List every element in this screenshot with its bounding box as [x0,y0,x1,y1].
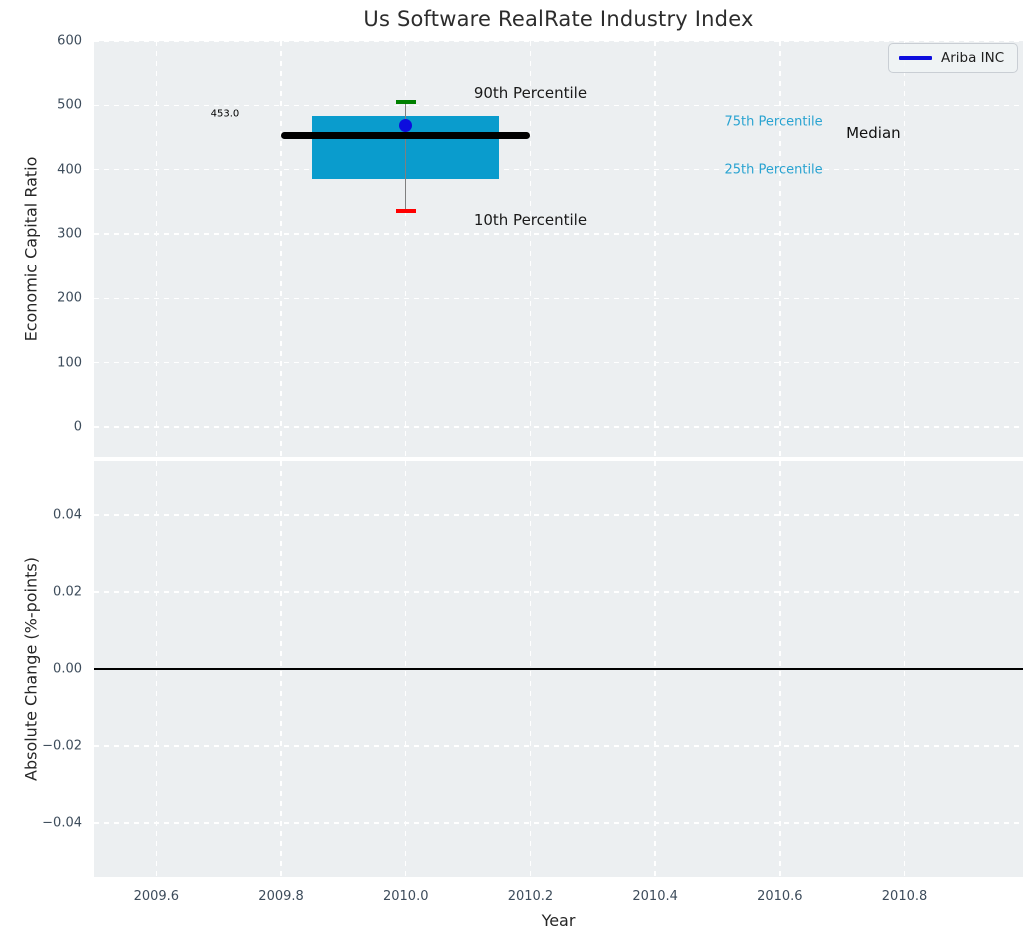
x-tick-label: 2010.2 [507,889,554,904]
y-gridline [94,233,1023,235]
whisker-cap-90th [395,100,416,104]
top-axes: 453.0 90th Percentile 10th Percentile 75th … [94,41,1023,457]
median-line [281,131,531,140]
legend-label: Ariba INC [941,50,1005,66]
y-tick-label: 0.04 [53,507,82,523]
legend: Ariba INC [888,43,1018,73]
x-tick-label: 2010.6 [757,889,803,904]
y-gridline [94,297,1023,300]
x-gridline [654,41,656,457]
annotation-453-0: 453.0 [210,108,240,120]
y-tick-label: 0.02 [53,584,82,600]
x-gridline [155,41,158,457]
y-gridline [94,426,1023,428]
company-marker-dot [399,119,413,133]
y-tick-label: 100 [57,355,82,371]
y-gridline [94,514,1023,516]
x-gridline [529,41,532,457]
annotation-10th-percentile: 10th Percentile [473,210,588,229]
x-tick-label: 2010.8 [881,889,928,904]
y-tick-label: 0.00 [53,661,82,677]
chart-title: Us Software RealRate Industry Index [363,7,754,31]
y-tick-label: 200 [57,290,82,306]
x-gridline [903,41,906,457]
y-gridline [94,104,1023,107]
y-tick-label: −0.02 [42,738,82,754]
y-gridline [94,745,1023,747]
annotation-25th-percentile: 25th Percentile [724,162,823,178]
x-gridline [779,41,781,457]
x-axis-label: Year [541,911,576,930]
bottom-axes [94,461,1023,877]
y-tick-label: 400 [57,162,82,178]
y-tick-label: 600 [57,33,82,49]
y-axis-label-top: Economic Capital Ratio [21,156,41,342]
annotation-75th-percentile: 75th Percentile [724,114,823,130]
x-gridline [280,41,282,457]
y-gridline [94,822,1023,824]
x-tick-label: 2010.0 [382,889,429,904]
y-tick-label: 0 [73,419,82,435]
legend-line-swatch [899,56,932,60]
y-tick-label: 500 [57,97,82,113]
whisker-cap-10th [395,209,416,213]
y-gridline [94,361,1023,364]
y-gridline [94,591,1023,593]
y-tick-label: 300 [57,226,82,242]
x-tick-label: 2009.8 [258,889,304,904]
y-gridline [94,168,1023,171]
x-gridline [405,41,407,457]
x-tick-label: 2009.6 [133,889,180,904]
whisker-line [405,102,407,211]
annotation-median: Median [846,124,901,142]
y-tick-label: −0.04 [42,815,82,831]
y-gridline [94,41,1023,42]
annotation-90th-percentile: 90th Percentile [473,84,588,103]
x-tick-label: 2010.4 [632,889,678,904]
zero-line [94,668,1023,670]
